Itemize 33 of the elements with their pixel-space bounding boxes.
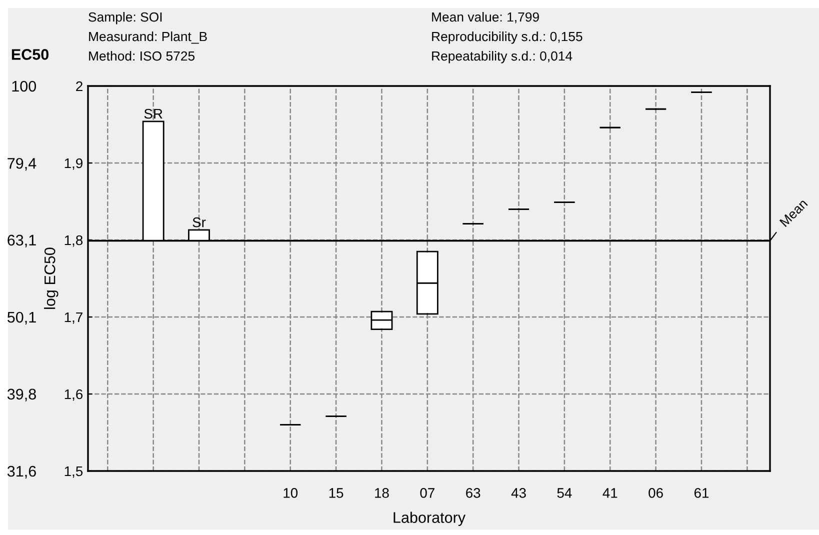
data-label: SR — [144, 108, 162, 119]
x-tick-label: 15 — [329, 488, 344, 498]
y2-tick-label: 100 — [12, 80, 36, 92]
data-label: Sr — [192, 217, 206, 228]
x-tick-label: 54 — [557, 488, 572, 498]
x-tick-label: 61 — [694, 488, 709, 498]
x-tick-label: 06 — [648, 488, 663, 498]
text: Method: ISO 5725 — [89, 51, 195, 61]
text: Measurand: Plant_B — [89, 32, 207, 44]
y-tick-label: 1,8 — [64, 235, 83, 247]
y-tick-label: 1,5 — [64, 466, 83, 478]
y2-tick-label: 79,4 — [8, 158, 36, 171]
text: Reproducibility s.d.: 0,155 — [432, 32, 582, 44]
y-axis-title: log EC50 — [44, 248, 58, 309]
y-tick-label: 1,6 — [64, 389, 83, 401]
x-axis-title: Laboratory — [394, 512, 466, 526]
y2-tick-label: 63,1 — [8, 234, 36, 248]
x-tick-label: 18 — [375, 488, 389, 498]
text: Sample: SOI — [88, 12, 162, 24]
text: Mean value: 1,799 — [432, 12, 539, 24]
y-tick-label: 2 — [76, 81, 82, 92]
x-tick-label: 43 — [511, 488, 526, 498]
x-tick-label: 10 — [284, 488, 298, 498]
y2-tick-label: 50,1 — [7, 312, 36, 324]
text: Repeatability s.d.: 0,014 — [432, 51, 572, 64]
y-tick-label: 1,7 — [64, 312, 82, 324]
y2-axis-title: EC50 — [12, 49, 49, 60]
y2-tick-label: 39,8 — [7, 388, 36, 402]
y2-tick-label: 31,6 — [7, 466, 36, 478]
y-tick-label: 1,9 — [64, 158, 82, 170]
x-tick-label: 63 — [466, 488, 480, 498]
x-tick-label: 41 — [602, 488, 618, 498]
x-tick-label: 07 — [420, 488, 434, 498]
